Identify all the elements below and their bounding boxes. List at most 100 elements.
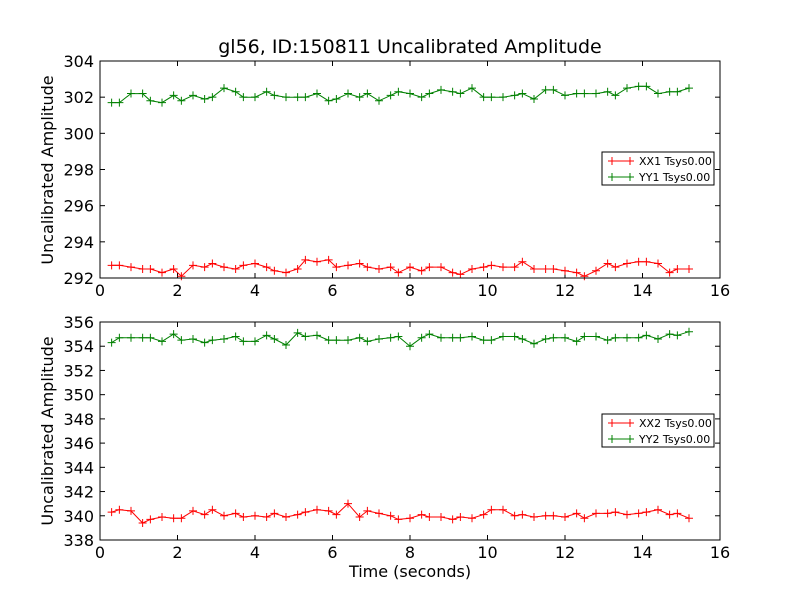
top-series-2-point	[479, 93, 488, 102]
top-series-1-point	[220, 263, 228, 272]
bottom-series-1-point	[239, 512, 248, 521]
top-series-1-point	[479, 263, 488, 272]
bottom-axes-frame	[99, 321, 721, 541]
bottom-series-1-point	[344, 499, 352, 508]
bottom-series-1-point	[549, 511, 558, 520]
top-series-2-point	[115, 98, 124, 107]
bottom-series-1-point	[375, 509, 383, 518]
bottom-series-1-point	[231, 509, 240, 518]
top-series-2-point	[561, 91, 569, 100]
bottom-legend-marker-1	[608, 419, 616, 427]
bottom-y-tick-label: 340	[63, 507, 94, 526]
bottom-y-tick-label: 342	[63, 483, 94, 502]
top-series-1-point	[251, 259, 259, 268]
bottom-series-2-point	[487, 336, 496, 345]
top-series-2-point	[169, 91, 178, 100]
top-x-tick-label: 14	[632, 281, 652, 300]
bottom-series-2-point	[375, 334, 383, 343]
bottom-x-tick-label: 6	[327, 543, 337, 562]
bottom-series-2-point	[115, 333, 124, 342]
top-series-2-point	[448, 87, 457, 96]
bottom-series-2-point	[386, 333, 395, 342]
bottom-legend: XX2 Tsys0.00 YY2 Tsys0.00	[601, 413, 715, 448]
top-series-1-point	[301, 255, 310, 264]
bottom-y-tick-label: 344	[63, 458, 94, 477]
bottom-series-2-point	[239, 337, 248, 346]
top-series-1-point	[313, 257, 321, 266]
bottom-series-1-point	[138, 519, 147, 528]
bottom-series-2-point	[654, 334, 662, 343]
top-legend-box	[601, 151, 715, 186]
bottom-series-2-point	[561, 333, 569, 342]
top-series-1-point	[344, 261, 352, 270]
top-series-1-point	[107, 261, 116, 270]
top-series-2-point	[549, 85, 558, 94]
top-x-tick-label: 16	[710, 281, 730, 300]
bottom-series-1-point	[425, 512, 434, 521]
bottom-series-2-point	[623, 333, 631, 342]
top-x-tick-label: 0	[95, 281, 105, 300]
bottom-series-2-point	[541, 334, 550, 343]
top-series-1-point	[239, 261, 248, 270]
bottom-series-2-point	[158, 337, 166, 346]
top-series-2-point	[239, 93, 248, 102]
top-legend-marker-2	[608, 173, 616, 181]
top-series-2-point	[324, 96, 333, 105]
top-series-1-point	[580, 272, 589, 281]
bottom-series-1-point	[169, 514, 178, 523]
top-series-2-point	[301, 93, 310, 102]
top-series-1-point	[518, 257, 527, 266]
top-series-1-point	[282, 268, 290, 277]
bottom-series-1-point	[282, 512, 290, 521]
top-series-1-point	[642, 257, 651, 266]
top-series-2-point	[332, 94, 341, 103]
bottom-series-2-point	[262, 331, 271, 340]
top-series-2-point	[592, 89, 600, 98]
bottom-chart-x-axis-label: Time (seconds)	[348, 562, 471, 581]
top-series-2-point	[158, 98, 166, 107]
top-series-1-point	[685, 264, 693, 273]
top-x-tick-label: 10	[477, 281, 497, 300]
bottom-series-2-point	[344, 336, 352, 345]
bottom-series-1-point	[394, 515, 403, 524]
top-series-1-point	[115, 261, 124, 270]
bottom-series-1-point	[642, 508, 651, 517]
bottom-series-1-point	[158, 512, 166, 521]
bottom-series-1-point	[127, 506, 135, 515]
bottom-series-2-point	[208, 336, 217, 345]
top-series-1-point	[332, 263, 341, 272]
top-series-1-point	[437, 263, 445, 272]
bottom-y-tick-label: 348	[63, 410, 94, 429]
bottom-series-2-point	[603, 336, 612, 345]
top-series-1-point	[200, 263, 209, 272]
bottom-y-tick-label: 350	[63, 386, 94, 405]
top-series-2-point	[642, 82, 651, 91]
bottom-series-2-point	[355, 333, 364, 342]
top-x-tick-label: 12	[555, 281, 575, 300]
bottom-chart-y-axis-label: Uncalibrated Amplitude	[38, 336, 57, 525]
bottom-series-1-point	[572, 509, 581, 518]
top-series-2-point	[107, 98, 116, 107]
bottom-series-2-point	[177, 336, 186, 345]
top-series-2-point	[386, 91, 395, 100]
top-y-tick-label: 292	[63, 269, 94, 288]
bottom-series-2-point	[231, 332, 240, 341]
bottom-series-2-point	[425, 330, 434, 339]
bottom-series-1-point	[518, 510, 527, 519]
top-series-1-point	[270, 266, 279, 275]
top-series-2-point	[262, 87, 271, 96]
bottom-series-2-point	[530, 339, 538, 348]
top-legend: XX1 Tsys0.00 YY1 Tsys0.00	[601, 151, 715, 186]
top-series-2-point	[189, 91, 197, 100]
top-series-2-point	[200, 94, 209, 103]
bottom-series-2-point	[642, 331, 651, 340]
bottom-series-1-point	[456, 512, 465, 521]
bottom-series-1-point	[437, 512, 445, 521]
top-series-1-point	[417, 266, 426, 275]
top-series-1-point	[375, 264, 383, 273]
bottom-series-1-point	[685, 514, 693, 523]
bottom-series-2-point	[220, 334, 228, 343]
bottom-series-1-point	[177, 514, 186, 523]
bottom-chart: Uncalibrated Amplitude Time (seconds) 0 2…	[38, 313, 730, 581]
top-series-1-point	[169, 264, 178, 273]
